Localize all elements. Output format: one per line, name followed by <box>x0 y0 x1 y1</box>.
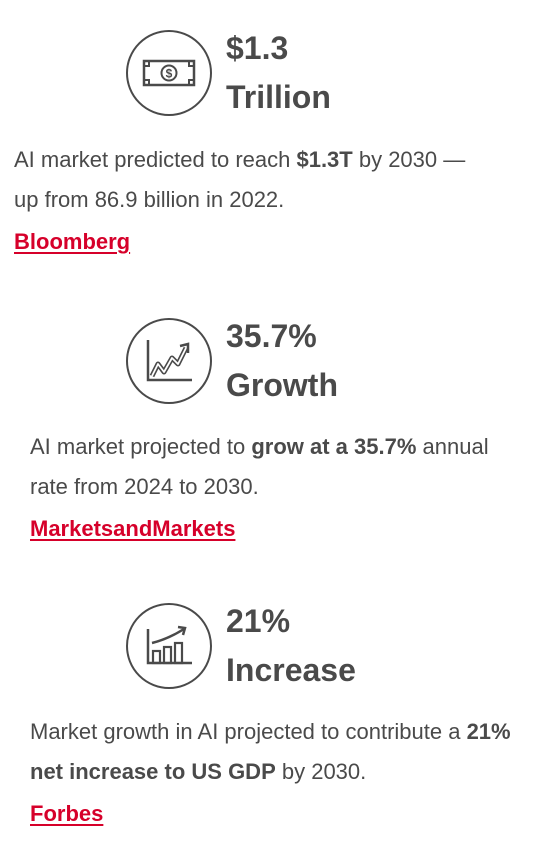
stat-title-label: Growth <box>226 367 338 403</box>
stat-description: AI market projected to grow at a 35.7% a… <box>30 427 500 507</box>
growth-chart-icon <box>146 340 192 382</box>
stat-header: $ $1.3 Trillion <box>126 24 331 122</box>
description-text: by 2030 — up from 86.9 billion in 2022. <box>14 147 466 212</box>
description-highlight: 21% net increase to US GDP <box>30 719 511 784</box>
icon-badge <box>126 603 212 689</box>
stat-title: 35.7% Growth <box>226 312 338 410</box>
stat-title-value: $1.3 <box>226 30 289 66</box>
description-text: Market growth in AI projected to contrib… <box>30 719 467 744</box>
stat-title-value: 21% <box>226 603 291 639</box>
description-highlight: grow at a 35.7% <box>251 434 417 459</box>
source-link-bloomberg[interactable]: Bloomberg <box>14 229 131 254</box>
description-text: annual rate from 2024 to 2030. <box>30 434 489 499</box>
stat-description: AI market predicted to reach $1.3T by 20… <box>14 140 484 220</box>
stat-title: 21% Increase <box>226 597 356 695</box>
stat-title-value: 35.7% <box>226 318 317 354</box>
stat-title: $1.3 Trillion <box>226 24 331 122</box>
stat-header: 35.7% Growth <box>126 312 338 410</box>
money-bill-icon: $ <box>142 59 196 87</box>
description-highlight: $1.3T <box>296 147 353 172</box>
description-text: AI market projected to <box>30 434 252 459</box>
svg-text:$: $ <box>166 67 173 81</box>
stat-title-label: Increase <box>226 652 356 688</box>
stat-header: 21% Increase <box>126 597 356 695</box>
source-link-marketsandmarkets[interactable]: MarketsandMarkets <box>30 516 236 541</box>
icon-badge <box>126 318 212 404</box>
description-text: by 2030. <box>275 759 367 784</box>
bar-chart-rising-icon <box>146 625 192 665</box>
stat-title-label: Trillion <box>226 79 331 115</box>
source-link-forbes[interactable]: Forbes <box>30 801 104 826</box>
icon-badge: $ <box>126 30 212 116</box>
description-text: AI market predicted to reach <box>14 147 297 172</box>
stat-description: Market growth in AI projected to contrib… <box>30 712 535 792</box>
